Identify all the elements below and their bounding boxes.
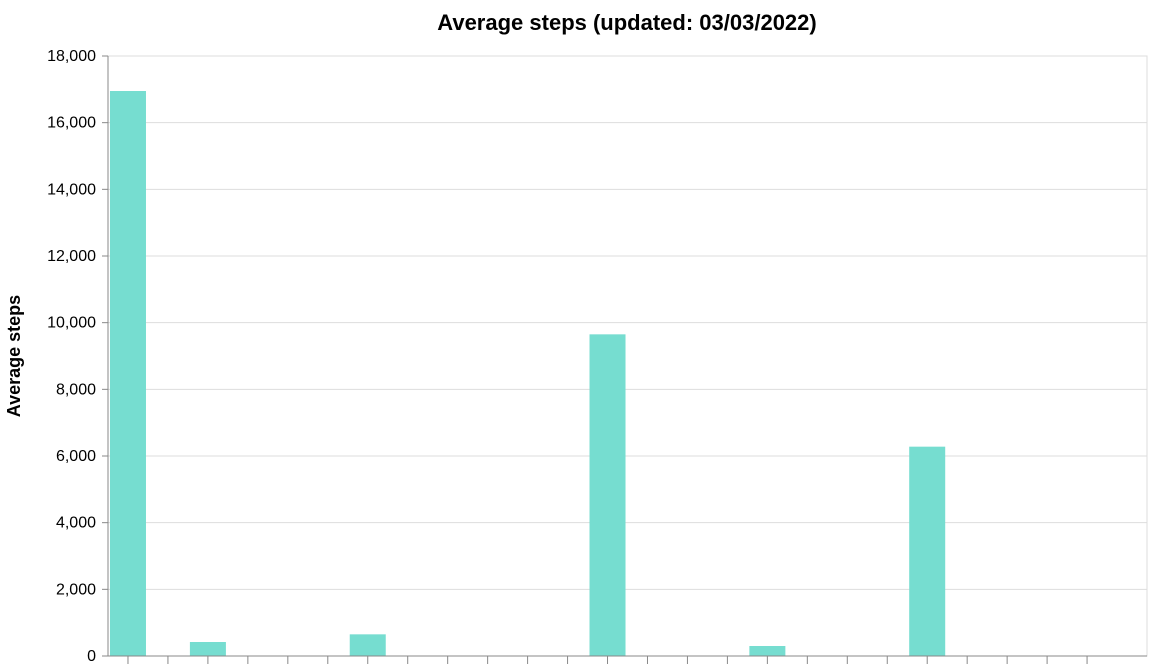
gridlines: [108, 55, 1147, 657]
y-tick-label: 10,000: [47, 315, 96, 332]
y-tick-label: 18,000: [47, 48, 96, 65]
y-tick-label: 2,000: [56, 581, 96, 598]
bar: [909, 446, 946, 656]
bar: [189, 642, 226, 656]
plot-frame: [107, 55, 1148, 657]
y-tick-label: 0: [87, 648, 96, 665]
x-axis-ticks: [127, 656, 1088, 664]
chart-title: Average steps (updated: 03/03/2022): [437, 10, 816, 35]
y-tick-label: 14,000: [47, 181, 96, 198]
y-tick-label: 6,000: [56, 448, 96, 465]
bar: [109, 91, 146, 656]
bar: [589, 334, 626, 656]
y-tick-label: 12,000: [47, 248, 96, 265]
y-tick-label: 8,000: [56, 381, 96, 398]
bars: [109, 91, 946, 656]
y-tick-label: 4,000: [56, 515, 96, 532]
y-axis-title: Average steps: [4, 295, 24, 417]
bar: [349, 634, 386, 656]
bar: [749, 646, 786, 656]
y-tick-label: 16,000: [47, 115, 96, 132]
y-axis-ticks: 0 2,000 4,000 6,000 8,000 10,000 12,000 14,000 1…: [47, 48, 108, 665]
